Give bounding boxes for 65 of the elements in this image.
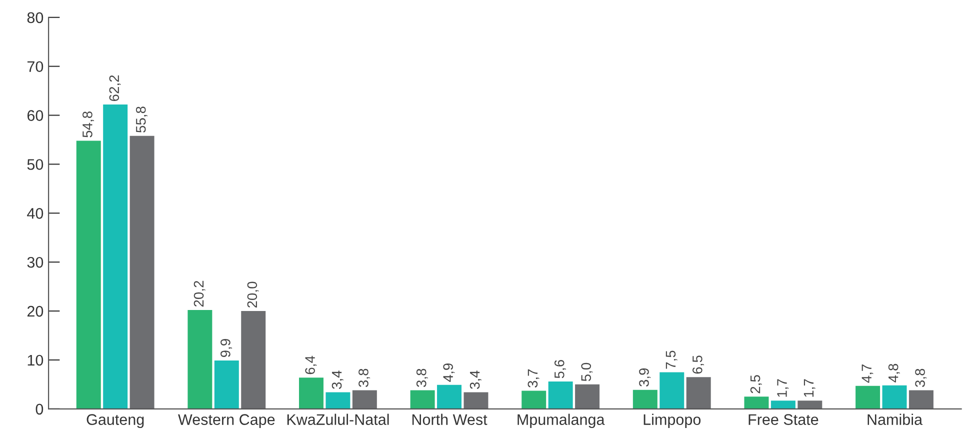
- data-label: 4,7: [862, 364, 874, 383]
- data-label: 54,8: [82, 112, 94, 138]
- bar: [908, 390, 934, 409]
- bar: [522, 390, 546, 409]
- bar: [856, 386, 880, 409]
- data-label: 6,5: [692, 356, 704, 374]
- data-label: 20,2: [194, 280, 206, 307]
- x-tick-label: Free State: [748, 414, 818, 425]
- data-label: 6,4: [305, 356, 317, 374]
- data-label: 4,8: [888, 364, 900, 382]
- data-label: 9,9: [220, 339, 232, 358]
- data-label: 2,5: [750, 375, 762, 394]
- y-tick-label: 0: [36, 404, 44, 415]
- x-tick-label: Mpumalanga: [518, 414, 605, 428]
- bar: [686, 377, 711, 409]
- y-tick-label: 20: [27, 306, 44, 317]
- y-tick-label: 80: [27, 12, 44, 24]
- data-label: 3,9: [639, 368, 651, 387]
- bar: [744, 396, 769, 409]
- data-label: 62,2: [109, 75, 121, 102]
- bar: [130, 136, 154, 409]
- y-tick-label: 60: [27, 110, 44, 121]
- data-label: 1,7: [804, 379, 816, 397]
- y-tick-label: 30: [27, 256, 44, 268]
- x-tick-label: Namibia: [868, 414, 923, 425]
- data-label: 3,8: [915, 368, 927, 387]
- bar: [352, 390, 377, 409]
- data-label: 5,6: [554, 360, 566, 378]
- y-tick-label: 40: [27, 208, 44, 219]
- bar: [214, 360, 239, 409]
- data-label: 3,8: [416, 368, 428, 387]
- data-label: 1,7: [777, 379, 789, 397]
- bar: [464, 392, 488, 409]
- bar: [770, 400, 796, 409]
- x-tick-label: Gauteng: [86, 414, 144, 428]
- bar: [188, 310, 212, 409]
- data-label: 7,5: [666, 350, 678, 369]
- bar: [632, 390, 658, 409]
- bar: [548, 381, 573, 409]
- data-label: 55,8: [136, 106, 148, 132]
- data-label: 3,8: [358, 368, 370, 387]
- x-tick-label: Limpopo: [644, 414, 701, 428]
- data-label: 20,0: [247, 282, 259, 308]
- y-tick-label: 70: [27, 61, 44, 72]
- data-label: 3,4: [332, 370, 344, 389]
- bar: [298, 378, 324, 409]
- bar: [437, 384, 462, 409]
- data-label: 3,4: [470, 370, 482, 389]
- bar: [798, 400, 822, 409]
- x-tick-label: Western Cape: [178, 414, 275, 428]
- bar: [410, 390, 435, 409]
- bar: [882, 385, 907, 409]
- y-tick-label: 10: [28, 354, 44, 366]
- bar: [660, 372, 684, 409]
- bar: [326, 392, 350, 409]
- data-label: 5,0: [581, 362, 593, 382]
- bar: [76, 140, 101, 409]
- bar: [575, 384, 600, 409]
- x-tick-label: North West: [412, 414, 488, 425]
- bar: [241, 311, 266, 409]
- bar: [103, 104, 128, 409]
- x-tick-label: KwaZulul-Natal: [287, 414, 389, 425]
- y-tick-label: 50: [27, 159, 44, 170]
- data-label: 3,7: [528, 369, 540, 388]
- data-label: 4,9: [443, 363, 455, 382]
